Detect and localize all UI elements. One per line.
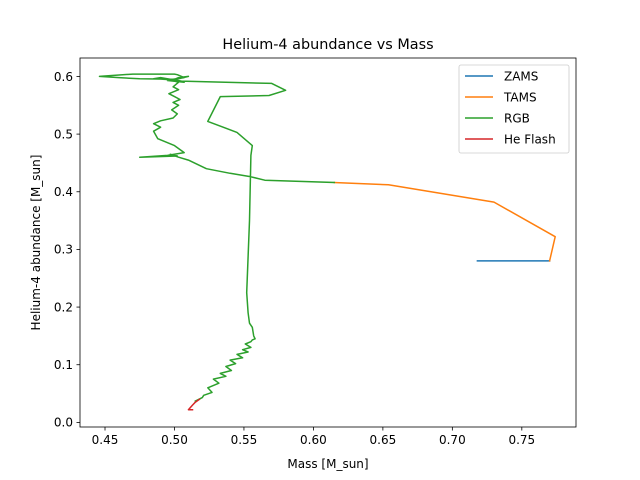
x-axis-ticks: 0.45 0.50 0.55 0.60 0.65 0.70 0.75 xyxy=(92,427,535,447)
y-tick-label: 0.1 xyxy=(54,358,73,372)
plot-lines xyxy=(98,73,556,411)
series-line-tams xyxy=(333,181,556,262)
x-tick-label: 0.65 xyxy=(370,433,397,447)
x-tick-label: 0.60 xyxy=(300,433,327,447)
y-tick-label: 0.5 xyxy=(54,127,73,141)
legend-label-he-flash: He Flash xyxy=(504,132,556,146)
y-axis-label: Helium-4 abundance [M_sun] xyxy=(29,155,43,331)
y-tick-label: 0.4 xyxy=(54,185,73,199)
x-tick-label: 0.50 xyxy=(161,433,188,447)
legend-box xyxy=(458,64,570,154)
series-line-rgb xyxy=(98,73,336,403)
x-tick-label: 0.70 xyxy=(439,433,466,447)
y-tick-label: 0.0 xyxy=(54,416,73,430)
axes-frame xyxy=(79,57,577,428)
x-tick-label: 0.55 xyxy=(231,433,258,447)
legend: ZAMS TAMS RGB He Flash xyxy=(458,64,570,154)
y-tick-label: 0.6 xyxy=(54,70,73,84)
y-axis-ticks: 0.0 0.1 0.2 0.3 0.4 0.5 0.6 xyxy=(54,70,80,430)
legend-label-tams: TAMS xyxy=(503,90,537,104)
x-tick-label: 0.45 xyxy=(92,433,119,447)
chart-title: Helium-4 abundance vs Mass xyxy=(222,37,433,53)
series-line-he-flash xyxy=(187,398,201,411)
legend-label-rgb: RGB xyxy=(504,111,530,125)
legend-label-zams: ZAMS xyxy=(504,69,538,83)
y-tick-label: 0.2 xyxy=(54,300,73,314)
x-tick-label: 0.75 xyxy=(508,433,535,447)
y-tick-label: 0.3 xyxy=(54,243,73,257)
x-axis-label: Mass [M_sun] xyxy=(287,457,368,471)
